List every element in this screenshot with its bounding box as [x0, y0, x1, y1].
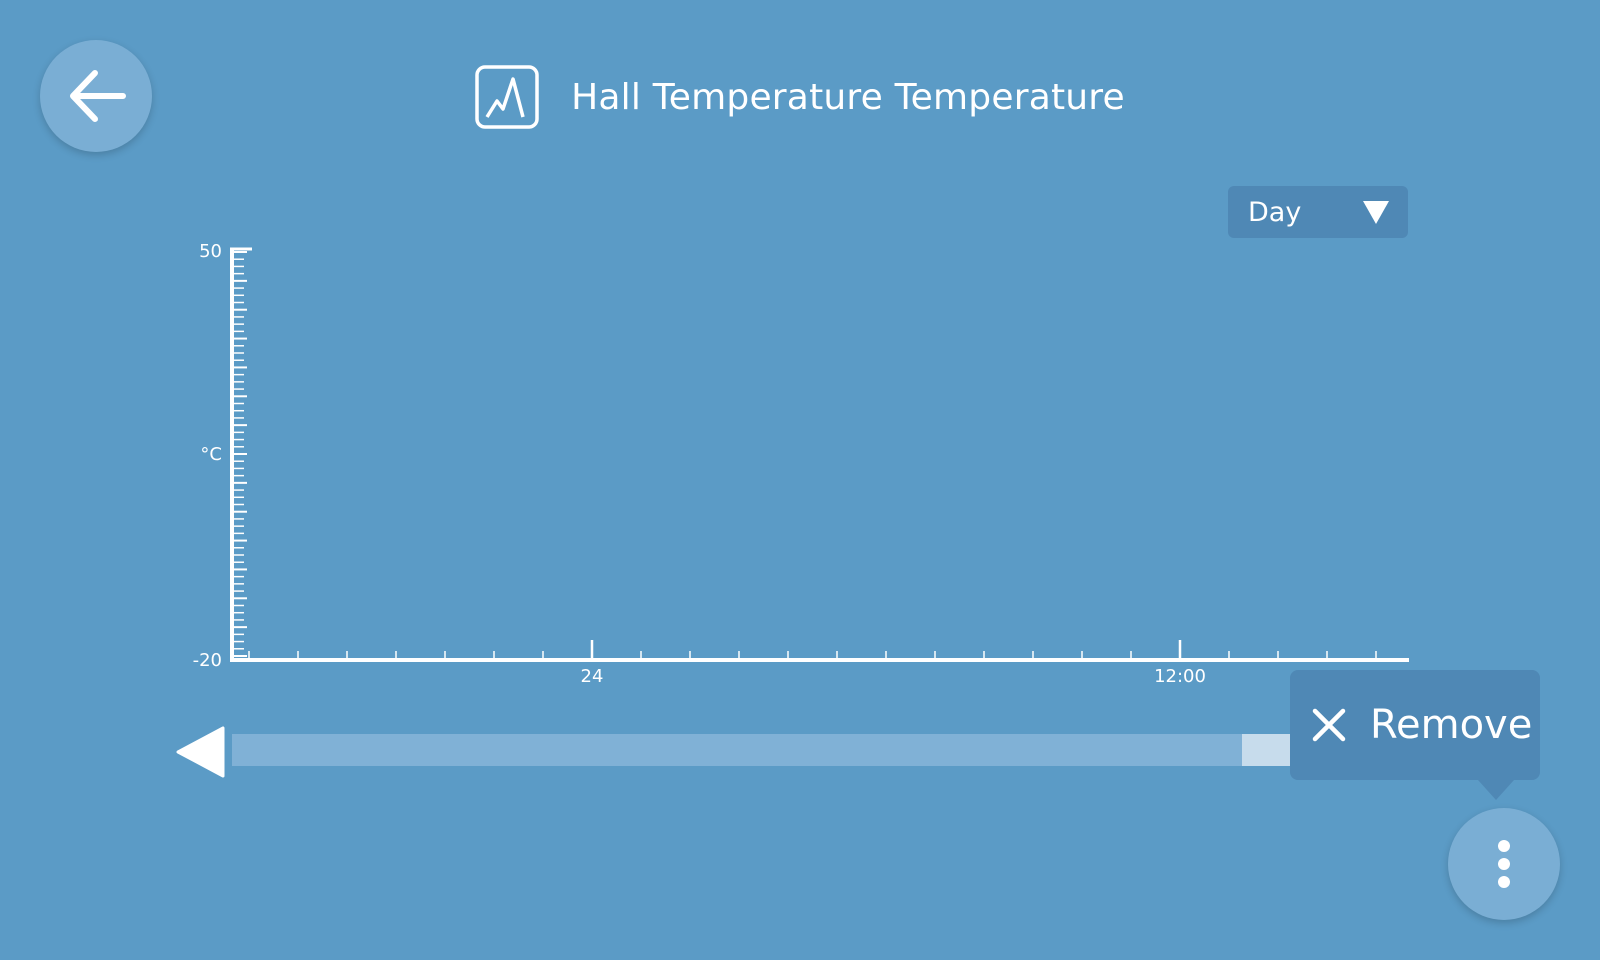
- x-axis-minor-ticks: [248, 651, 1377, 660]
- more-options-button[interactable]: [1448, 808, 1560, 920]
- page-title: Hall Temperature Temperature: [571, 76, 1125, 118]
- triangle-left-icon[interactable]: [176, 726, 228, 778]
- remove-label: Remove: [1370, 702, 1533, 748]
- arrow-left-icon: [70, 70, 126, 122]
- triangle-down-icon: [1363, 201, 1389, 224]
- more-vertical-icon: [1498, 858, 1510, 870]
- close-icon: [1312, 708, 1346, 742]
- time-range-select[interactable]: Day: [1228, 186, 1408, 238]
- time-range-selected-value: Day: [1248, 196, 1302, 228]
- more-vertical-icon: [1498, 840, 1510, 852]
- timeline-scrubber: [172, 722, 1292, 782]
- page-header: Hall Temperature Temperature: [0, 62, 1600, 132]
- timeline-track[interactable]: [232, 734, 1292, 766]
- back-button[interactable]: [40, 40, 152, 152]
- y-tick-label-min: -20: [193, 650, 222, 671]
- timeline-window-handle[interactable]: [1242, 734, 1292, 766]
- y-axis-unit-label: °C: [200, 444, 222, 465]
- x-tick-label-24: 24: [581, 666, 604, 687]
- line-chart-icon: [475, 65, 539, 129]
- y-axis-minor-ticks: [232, 251, 247, 657]
- y-tick-label-max: 50: [199, 241, 222, 262]
- remove-button[interactable]: Remove: [1290, 670, 1540, 800]
- x-tick-label-1200: 12:00: [1154, 666, 1206, 687]
- more-vertical-icon: [1498, 876, 1510, 888]
